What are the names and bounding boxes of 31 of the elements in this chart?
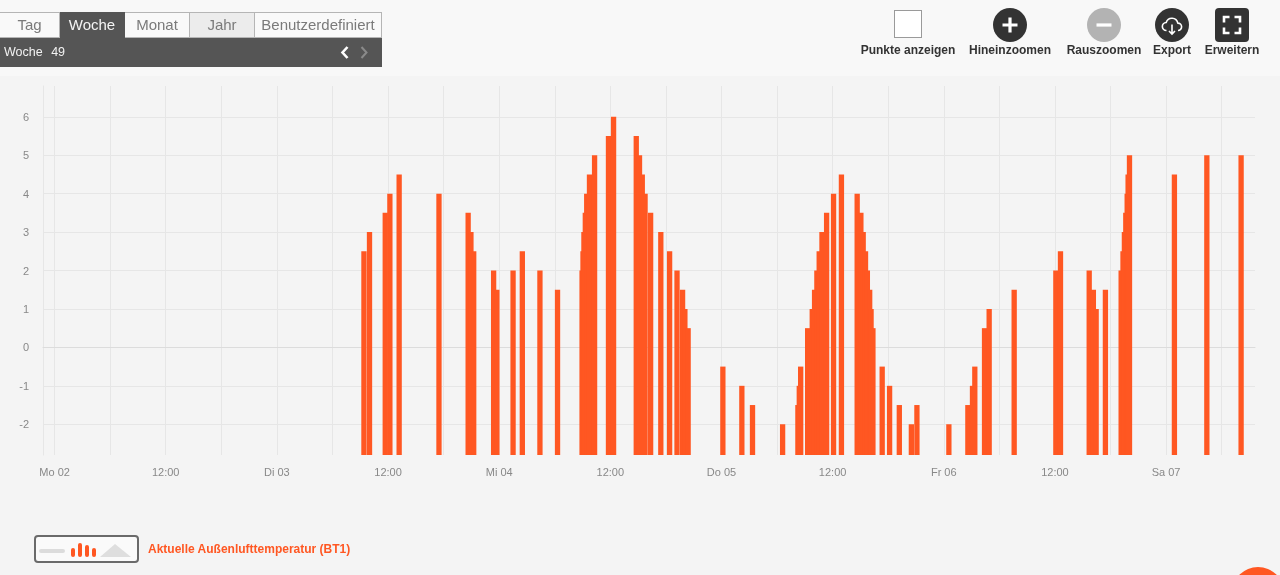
x-tick-label: Do 05 [706,465,737,478]
x-tick-label: 12:00 [1041,465,1069,478]
x-tick-label: 12:00 [374,465,402,478]
y-tick-label: 4 [22,187,29,200]
text: Hineinzoomen [968,43,1052,57]
y-tick-label: 1 [22,302,29,315]
text: Erweitern [1204,43,1260,57]
text: Tag [0,12,60,38]
y-tick-label: 5 [22,149,29,162]
x-tick-label: Sa 07 [1151,465,1181,478]
text: Benutzerdefiniert [255,12,382,38]
x-tick-label: 12:00 [596,465,625,478]
y-tick-label: 0 [22,341,29,354]
text: Jahr [190,12,255,38]
y-tick-label: 2 [22,264,29,277]
text: Monat [125,12,190,38]
x-tick-label: 12:00 [151,465,180,478]
x-tick-label: Mo 02 [39,465,70,478]
text: Aktuelle Außenlufttemperatur (BT1) [148,542,351,556]
chart-title: Woche 49 [4,45,66,59]
text: Rauszoomen [1066,43,1142,57]
text: Export [1152,43,1192,57]
y-tick-label: -1 [19,379,29,392]
text: Punkte anzeigen [860,43,956,57]
y-tick-label: 3 [22,226,29,239]
y-tick-label: 6 [22,110,29,123]
x-tick-label: Fr 06 [930,465,957,478]
x-tick-label: Di 03 [264,465,290,478]
x-tick-label: 12:00 [818,465,847,478]
x-tick-label: Mi 04 [485,465,513,478]
y-tick-label: -2 [19,418,29,431]
